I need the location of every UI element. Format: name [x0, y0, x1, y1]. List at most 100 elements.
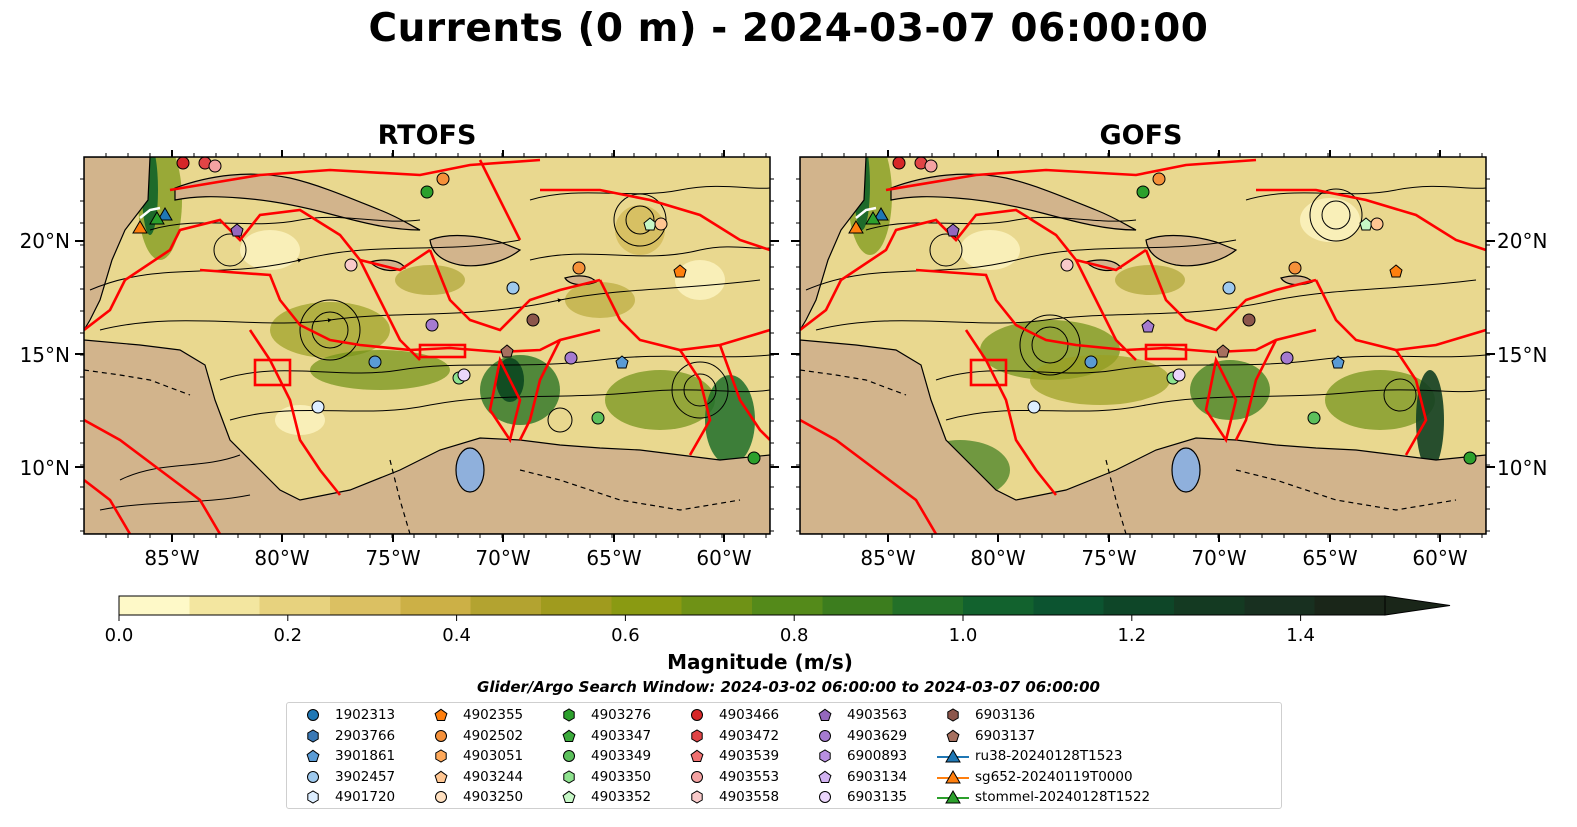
panel-frame-rtofs — [83, 156, 771, 535]
legend-marker-icon — [690, 749, 704, 762]
lat-label-15: 15°N — [20, 343, 70, 367]
colorbar-tick-label: 1.2 — [1117, 625, 1146, 646]
legend-item: 4903051 — [423, 746, 551, 766]
legend-marker-icon — [691, 770, 703, 783]
legend-marker-icon — [819, 729, 831, 742]
glider-track — [855, 206, 877, 219]
legend-marker-icon — [947, 708, 959, 722]
lat-label-10: 10°N — [20, 456, 70, 480]
eez-boundaries — [800, 158, 1486, 534]
legend-item: 6903137 — [935, 726, 1055, 746]
legend-item-label: 4903244 — [463, 768, 524, 785]
lon-label-70: 70°W — [1191, 546, 1246, 570]
legend-marker-icon — [307, 770, 319, 783]
legend-item: 4902355 — [423, 705, 551, 725]
legend-item-label: 4903347 — [591, 727, 652, 744]
argo-floats — [132, 157, 761, 465]
glider-track — [139, 206, 161, 219]
eez-boundaries — [84, 158, 770, 534]
lat-label-10: 10°N — [1497, 456, 1547, 480]
legend-item: ru38-20240128T1523 — [935, 746, 1122, 766]
colorbar-tick-label: 0.0 — [105, 625, 134, 646]
legend-item: 4903276 — [551, 705, 679, 725]
legend-item: 4903347 — [551, 726, 679, 746]
legend-marker-icon — [434, 770, 448, 783]
lon-label-80: 80°W — [254, 546, 309, 570]
legend-marker-icon — [562, 790, 576, 803]
lon-label-85: 85°W — [144, 546, 199, 570]
legend-marker-icon — [435, 791, 447, 803]
longitude-labels-right: 85°W 80°W 75°W 70°W 65°W 60°W — [860, 546, 1467, 570]
legend-item-label: stommel-20240128T1522 — [975, 789, 1151, 805]
legend-item-label: 4903350 — [591, 768, 652, 785]
legend-marker-icon — [691, 728, 703, 743]
colorbar-label: Magnitude (m/s) — [667, 650, 853, 674]
legend-item: 4903472 — [679, 726, 807, 746]
panel-title-gofs: GOFS — [1099, 120, 1183, 151]
legend-item-label: 2903766 — [335, 727, 396, 744]
legend-item: 4903350 — [551, 767, 679, 787]
legend-marker-icon — [563, 750, 575, 762]
legend-marker-icon — [435, 729, 447, 742]
legend-item: 4902502 — [423, 726, 551, 746]
legend-marker-icon — [818, 708, 832, 721]
lat-label-15: 15°N — [1497, 343, 1547, 367]
colorbar-tick-label: 1.4 — [1286, 625, 1315, 646]
legend-item-label: 6903137 — [975, 727, 1036, 744]
legend-item: 4903629 — [807, 726, 935, 746]
legend-item-label: 4901720 — [335, 789, 396, 805]
legend-item: 4903466 — [679, 705, 807, 725]
legend-item-label: 4903553 — [719, 768, 780, 785]
legend-item: 4903558 — [679, 787, 807, 807]
legend-item-label: 6903134 — [847, 768, 908, 785]
legend-item-label: 3902457 — [335, 768, 396, 785]
legend-item-label: 4903352 — [591, 789, 652, 805]
legend: 1902313 2903766 3901861 3902457 4901720 49023… — [286, 702, 1282, 809]
legend-item-label: 4903276 — [591, 707, 652, 723]
legend-marker-icon — [937, 749, 969, 763]
legend-marker-icon — [937, 790, 969, 804]
legend-marker-icon — [306, 749, 320, 762]
legend-marker-icon — [307, 790, 319, 804]
legend-marker-icon — [946, 729, 960, 742]
legend-marker-icon — [563, 708, 575, 722]
legend-item: 4903553 — [679, 767, 807, 787]
colorbar-tick-label: 0.4 — [442, 625, 471, 646]
legend-item: 4903539 — [679, 746, 807, 766]
colorbar-tick-label: 0.2 — [273, 625, 302, 646]
legend-marker-icon — [563, 769, 575, 784]
legend-marker-icon — [937, 769, 969, 783]
legend-item-label: 4903539 — [719, 748, 780, 764]
legend-item-label: 4903558 — [719, 789, 780, 805]
legend-item: 6903135 — [807, 787, 935, 807]
figure-title: Currents (0 m) - 2024-03-07 06:00:00 — [368, 6, 1209, 51]
legend-item-label: sg652-20240119T0000 — [975, 768, 1133, 785]
lon-label-75: 75°W — [365, 546, 420, 570]
legend-item-label: 4903629 — [847, 727, 908, 744]
panel-title-rtofs: RTOFS — [377, 120, 477, 151]
colorbar-tick-label: 0.6 — [611, 625, 640, 646]
legend-item: sg652-20240119T0000 — [935, 767, 1133, 787]
legend-item: 4901720 — [295, 787, 423, 807]
map-panel-rtofs — [84, 157, 770, 534]
legend-item: 1902313 — [295, 705, 423, 725]
legend-item-label: 6900893 — [847, 748, 908, 764]
legend-marker-icon — [819, 749, 831, 763]
legend-item-label: 3901861 — [335, 748, 396, 764]
legend-item-label: 1902313 — [335, 707, 396, 723]
legend-item: 4903349 — [551, 746, 679, 766]
legend-item-label: ru38-20240128T1523 — [975, 748, 1123, 764]
country-borders — [800, 369, 1457, 534]
legend-item: 4903244 — [423, 767, 551, 787]
latitude-labels-left: 20°N 15°N 10°N — [20, 229, 70, 480]
colorbar-extend-arrow — [1384, 595, 1451, 616]
legend-item-label: 4903466 — [719, 707, 780, 723]
longitude-labels-left: 85°W 80°W 75°W 70°W 65°W 60°W — [144, 546, 751, 570]
legend-marker-icon — [819, 791, 831, 803]
legend-marker-icon — [434, 708, 448, 721]
land — [84, 157, 770, 534]
argo-floats — [848, 157, 1477, 465]
legend-item-label: 4903349 — [591, 748, 652, 764]
country-borders — [84, 369, 741, 534]
